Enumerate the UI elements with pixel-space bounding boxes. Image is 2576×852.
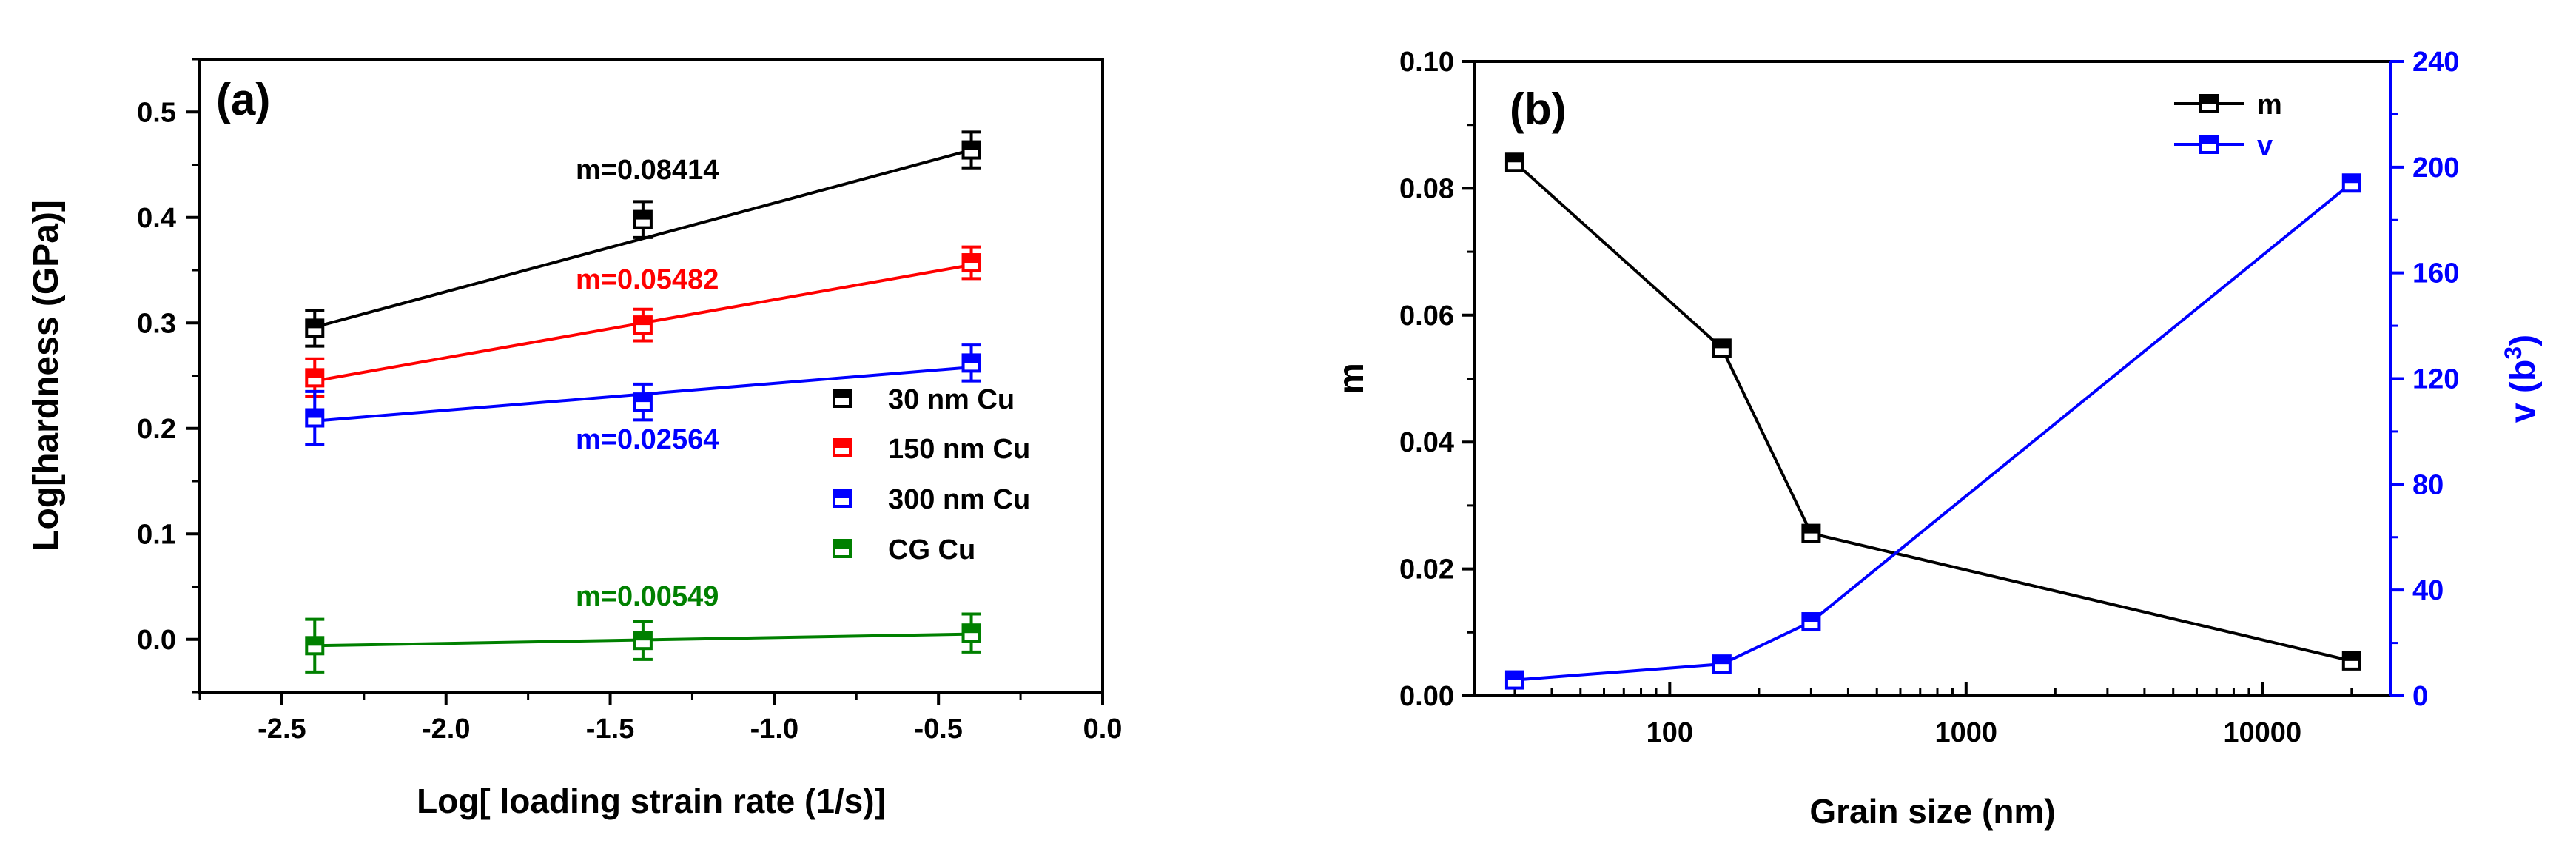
x-tick-label-b: 1000 <box>1935 717 1998 748</box>
x-axis-title-a: Log[ loading strain rate (1/s)] <box>417 782 886 820</box>
data-point-3-fill <box>306 637 323 646</box>
legend-marker-m-fill <box>2201 95 2217 104</box>
slope-annotation-3: m=0.00549 <box>576 581 719 612</box>
y-right-tick-label-b: 160 <box>2412 258 2459 289</box>
y-right-tick-label-b: 80 <box>2412 469 2444 500</box>
data-point-v-fill <box>1713 656 1730 665</box>
y-right-tick-label-b: 240 <box>2412 47 2459 78</box>
y-left-tick-label-b: 0.10 <box>1399 47 1454 78</box>
slope-annotation-0: m=0.08414 <box>576 155 719 186</box>
y-left-tick-label-b: 0.04 <box>1399 427 1454 458</box>
data-point-2-fill <box>306 409 323 418</box>
slope-annotation-1: m=0.05482 <box>576 264 719 295</box>
y-tick-label-a: 0.4 <box>137 203 176 234</box>
y-right-tick-label-b: 40 <box>2412 575 2444 606</box>
y-tick-label-a: 0.0 <box>137 625 176 656</box>
data-point-2-fill <box>963 355 980 363</box>
data-point-m-fill <box>1803 525 1820 534</box>
legend-label-1: 150 nm Cu <box>888 434 1030 465</box>
y-right-axis-title-base: v (b <box>2503 360 2543 423</box>
y-left-tick-label-b: 0.06 <box>1399 301 1454 332</box>
legend-label-m: m <box>2257 90 2282 121</box>
y-tick-label-a: 0.3 <box>137 308 176 339</box>
data-point-0-fill <box>634 211 651 220</box>
data-point-v-fill <box>1803 614 1820 623</box>
x-tick-label-a: -1.0 <box>750 714 798 745</box>
y-right-axis-title-end: ) <box>2503 335 2543 346</box>
x-axis-title-b: Grain size (nm) <box>1809 792 2055 831</box>
y-right-tick-label-b: 120 <box>2412 364 2459 395</box>
x-tick-label-a: 0.0 <box>1083 714 1123 745</box>
legend-marker-v-fill <box>2201 136 2217 144</box>
data-point-2-fill <box>634 394 651 403</box>
legend-marker-2-fill <box>834 490 850 498</box>
data-point-3-fill <box>634 632 651 641</box>
legend-marker-0-fill <box>834 390 850 398</box>
x-tick-label-a: -2.0 <box>422 714 470 745</box>
y-tick-label-a: 0.1 <box>137 519 176 550</box>
legend-marker-3-fill <box>834 540 850 549</box>
panel-label-a: (a) <box>216 75 270 124</box>
data-point-m-fill <box>2343 652 2360 661</box>
data-point-1-fill <box>306 369 323 378</box>
data-point-0-fill <box>306 320 323 329</box>
data-point-3-fill <box>963 625 980 634</box>
data-point-0-fill <box>963 141 980 150</box>
legend-marker-1-fill <box>834 440 850 448</box>
data-point-v-fill <box>1506 671 1523 680</box>
y-right-axis-title-superscript: 3 <box>2500 346 2526 360</box>
legend-label-2: 300 nm Cu <box>888 484 1030 515</box>
y-left-tick-label-b: 0.08 <box>1399 173 1454 204</box>
data-point-1-fill <box>634 317 651 326</box>
panel-b: 100 1000 10000 0.00 0.02 0.04 0.06 0.08 0.10 0 40 8… <box>1332 47 2543 831</box>
x-tick-label-a: -1.5 <box>586 714 634 745</box>
data-point-v-fill <box>2343 175 2360 184</box>
data-point-m-fill <box>1506 154 1523 163</box>
data-point-m-fill <box>1713 340 1730 349</box>
y-tick-label-a: 0.5 <box>137 97 176 128</box>
legend-label-0: 30 nm Cu <box>888 384 1015 415</box>
y-right-axis-title-b: v (b3) <box>2500 335 2543 423</box>
y-right-tick-label-b: 0 <box>2412 681 2428 712</box>
legend-label-3: CG Cu <box>888 534 975 566</box>
y-left-tick-label-b: 0.00 <box>1399 681 1454 712</box>
y-right-tick-label-b: 200 <box>2412 152 2459 184</box>
y-tick-label-a: 0.2 <box>137 414 176 445</box>
data-point-1-fill <box>963 255 980 264</box>
x-tick-label-b: 100 <box>1647 717 1693 748</box>
series-line-v <box>1514 181 2353 682</box>
x-tick-label-a: -2.5 <box>258 714 306 745</box>
slope-annotation-2: m=0.02564 <box>576 424 719 455</box>
panel-label-b: (b) <box>1510 84 1567 134</box>
series-line-m <box>1513 161 2353 663</box>
y-left-tick-label-b: 0.02 <box>1399 554 1454 586</box>
x-tick-label-a: -0.5 <box>914 714 962 745</box>
y-left-axis-title-b: m <box>1332 363 1371 395</box>
x-tick-label-b: 10000 <box>2223 717 2301 748</box>
y-axis-title-a: Log[hardness (GPa)] <box>27 200 66 551</box>
panel-a: -2.5 -2.0 -1.5 -1.0 -0.5 0.0 0.0 0.1 0.2 0.3 0.4 0.… <box>27 58 1123 820</box>
legend-label-v: v <box>2257 130 2273 161</box>
